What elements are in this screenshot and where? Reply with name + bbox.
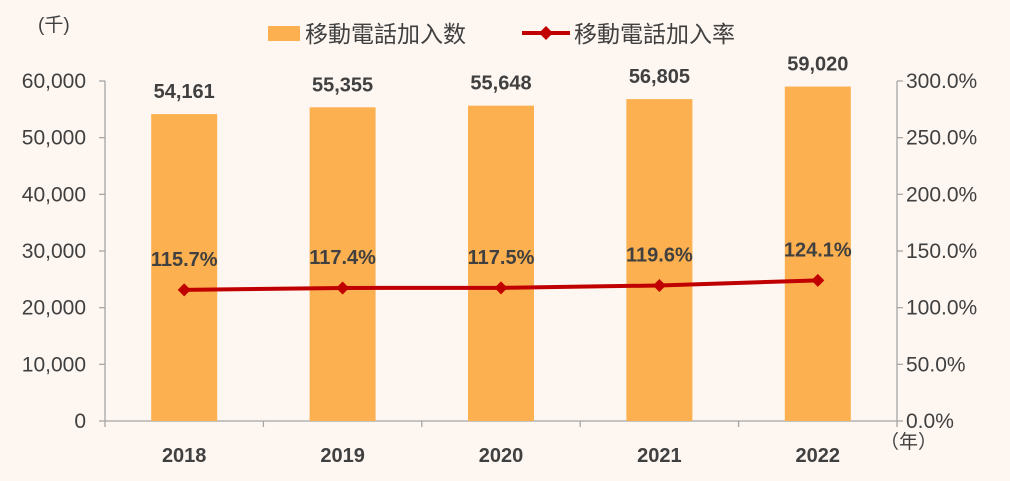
right-axis-tick-label: 50.0% (906, 353, 966, 376)
x-axis-category-label: 2022 (796, 445, 841, 467)
rate-value-label: 117.4% (309, 247, 376, 269)
bar-value-label: 56,805 (629, 66, 690, 88)
right-axis-tick-label: 300.0% (906, 70, 977, 93)
rate-point-2019 (336, 281, 350, 295)
rate-value-label: 124.1% (784, 239, 852, 261)
left-axis-tick-label: 0 (74, 410, 86, 433)
bar-2021 (626, 99, 693, 421)
rate-value-label: 117.5% (468, 247, 535, 269)
rate-value-label: 119.6% (626, 244, 693, 266)
x-axis-unit-label: （年） (880, 431, 937, 453)
bar-2019 (309, 107, 376, 422)
bar-2022 (784, 86, 851, 421)
right-axis-tick-label: 100.0% (906, 297, 977, 320)
x-axis-category-label: 2019 (320, 445, 365, 467)
legend-swatch-bar (268, 26, 300, 41)
bar-value-label: 54,161 (154, 81, 215, 103)
left-axis-tick-label: 20,000 (22, 297, 86, 320)
rate-point-2018 (177, 283, 191, 297)
bar-value-label: 59,020 (787, 54, 848, 76)
legend-label-line: 移動電話加入率 (574, 21, 735, 47)
right-axis-tick-label: 0.0% (906, 410, 954, 433)
x-axis-category-label: 2018 (162, 445, 207, 467)
right-axis-tick-label: 200.0% (906, 183, 977, 206)
legend: 移動電話加入数 移動電話加入率 (268, 21, 735, 47)
x-axis-category-label: 2020 (479, 445, 524, 467)
left-axis-tick-label: 40,000 (22, 183, 86, 206)
bar-2018 (151, 114, 218, 421)
legend-item-line: 移動電話加入率 (522, 21, 735, 47)
left-axis-tick-label: 60,000 (22, 70, 86, 93)
x-axis-category-label: 2021 (637, 445, 682, 467)
legend-item-bar: 移動電話加入数 (268, 21, 466, 47)
legend-label-bar: 移動電話加入数 (305, 21, 466, 47)
left-axis-unit-label: (千) (38, 14, 70, 36)
rate-point-2022 (811, 273, 825, 287)
bar-value-label: 55,648 (470, 73, 531, 95)
bar-2020 (468, 105, 534, 422)
left-axis-tick-label: 30,000 (22, 240, 86, 263)
left-axis-tick-label: 50,000 (22, 127, 86, 150)
rate-point-2020 (494, 281, 508, 295)
legend-swatch-marker (539, 26, 553, 40)
rate-point-2021 (652, 278, 666, 292)
right-axis-tick-label: 250.0% (906, 127, 977, 150)
bar-value-label: 55,355 (312, 74, 373, 96)
right-axis-tick-label: 150.0% (906, 240, 977, 263)
rate-value-label: 115.7% (151, 249, 218, 271)
left-axis-tick-label: 10,000 (22, 353, 86, 376)
